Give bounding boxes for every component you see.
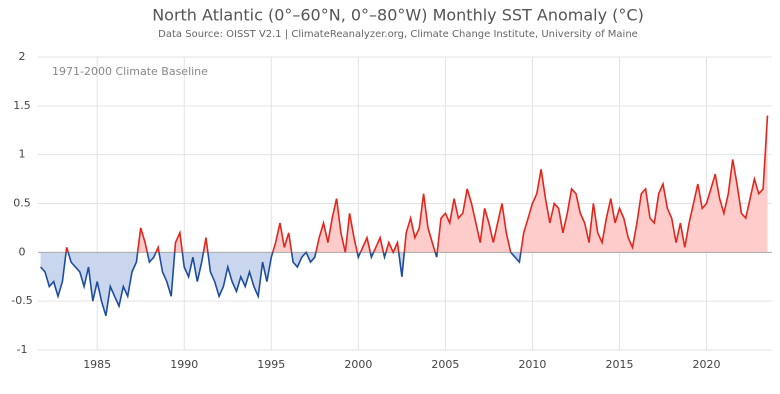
- y-tick-label: -1: [17, 343, 28, 356]
- negative-line: [40, 252, 522, 317]
- negative-area: [40, 252, 521, 316]
- y-tick-label: 0.5: [13, 197, 31, 210]
- x-tick-label: 2005: [431, 358, 459, 371]
- y-tick-label: 1.5: [13, 99, 31, 112]
- y-tick-label: 2: [19, 50, 26, 63]
- x-tick-label: 1995: [257, 358, 285, 371]
- x-tick-label: 2020: [693, 358, 721, 371]
- y-tick-label: 1: [19, 148, 26, 161]
- y-tick-label: -0.5: [11, 294, 32, 307]
- chart-subtitle: Data Source: OISST V2.1 | ClimateReanaly…: [158, 29, 638, 40]
- x-tick-label: 2000: [344, 358, 372, 371]
- x-tick-label: 2015: [605, 358, 633, 371]
- x-tick-label: 1990: [170, 358, 198, 371]
- y-tick-label: 0: [19, 245, 26, 258]
- chart-title: North Atlantic (0°–60°N, 0°–80°W) Monthl…: [152, 6, 644, 25]
- positive-line: [65, 115, 769, 253]
- annotation: 1971-2000 Climate Baseline: [52, 65, 208, 78]
- positive-area: [40, 115, 768, 253]
- x-tick-label: 2010: [518, 358, 546, 371]
- x-tick-label: 1985: [83, 358, 111, 371]
